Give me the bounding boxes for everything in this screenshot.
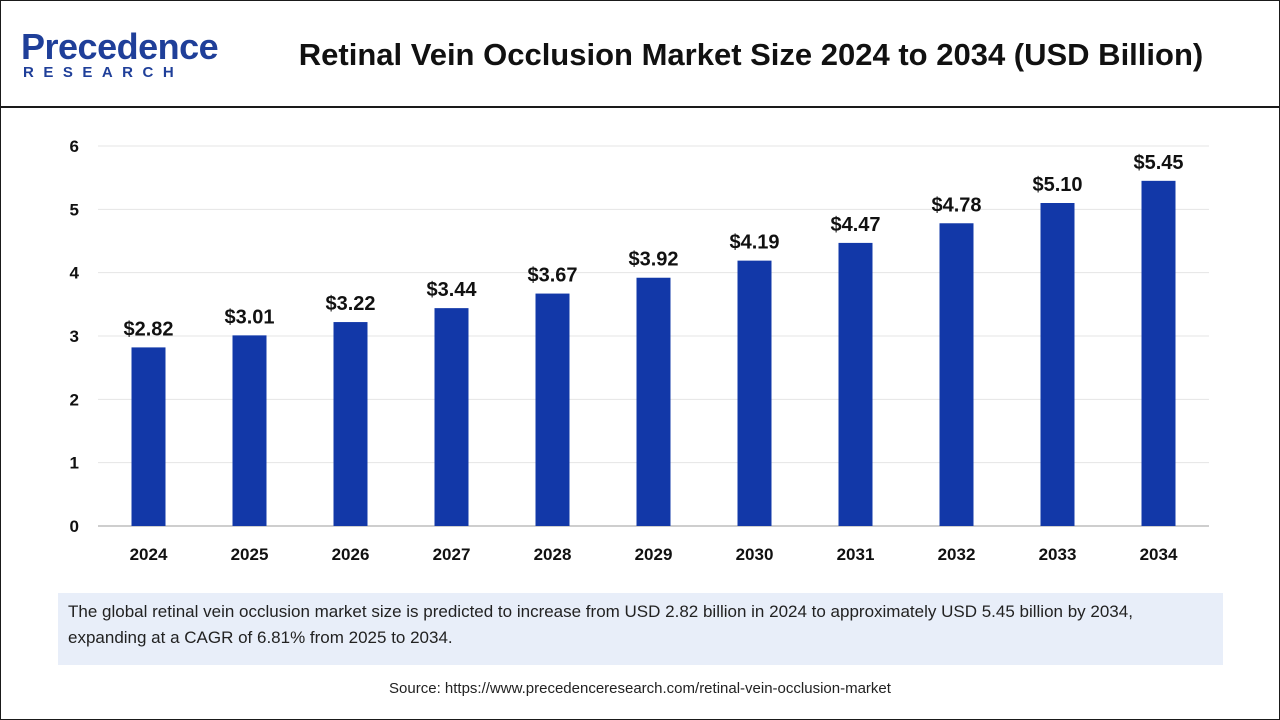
brand-logo: Precedence RESEARCH xyxy=(21,27,221,87)
source-note: Source: https://www.precedenceresearch.c… xyxy=(389,680,891,697)
bar xyxy=(333,322,368,526)
x-tick-label: 2025 xyxy=(231,545,269,564)
y-tick-label: 0 xyxy=(70,517,79,536)
chart-area: 0 1 2 3 4 5 6 $2.82 2024 $3.01 2025 $3.22 2026 $3.44 2… xyxy=(1,111,1279,591)
bar xyxy=(535,293,570,526)
bar xyxy=(939,223,974,526)
bar xyxy=(636,277,671,526)
y-tick-label: 3 xyxy=(70,327,79,346)
x-tick-label: 2024 xyxy=(130,545,168,564)
data-label: $5.10 xyxy=(1032,174,1082,196)
bar xyxy=(838,242,873,526)
x-tick-label: 2032 xyxy=(938,545,976,564)
x-tick-label: 2028 xyxy=(534,545,572,564)
x-tick-label: 2034 xyxy=(1140,545,1178,564)
y-tick-label: 4 xyxy=(70,264,80,283)
bar-chart: 0 1 2 3 4 5 6 $2.82 2024 $3.01 2025 $3.22 2026 $3.44 2… xyxy=(70,137,1209,564)
chart-title: Retinal Vein Occlusion Market Size 2024 … xyxy=(298,37,1204,72)
bar xyxy=(1040,203,1075,526)
y-tick-label: 6 xyxy=(70,137,79,156)
data-label: $4.47 xyxy=(830,214,880,236)
bar xyxy=(131,347,166,526)
data-label: $5.45 xyxy=(1133,152,1183,174)
data-label: $3.22 xyxy=(325,293,375,315)
data-label: $4.78 xyxy=(931,194,981,216)
summary-text: The global retinal vein occlusion market… xyxy=(68,602,1133,647)
bar xyxy=(1141,180,1176,526)
header: Precedence RESEARCH Retinal Vein Occlusi… xyxy=(1,1,1279,108)
x-tick-label: 2027 xyxy=(433,545,471,564)
logo-wordmark: Precedence xyxy=(21,26,219,67)
x-tick-label: 2031 xyxy=(837,545,875,564)
x-tick-label: 2026 xyxy=(332,545,370,564)
data-label: $3.01 xyxy=(224,306,274,328)
data-label: $3.67 xyxy=(527,265,577,287)
x-tick-label: 2029 xyxy=(635,545,673,564)
bar xyxy=(737,260,772,526)
logo-subtitle: RESEARCH xyxy=(23,64,184,81)
x-tick-label: 2030 xyxy=(736,545,774,564)
x-tick-label: 2033 xyxy=(1039,545,1077,564)
summary-box: The global retinal vein occlusion market… xyxy=(58,593,1223,665)
bar xyxy=(232,335,267,526)
data-label: $2.82 xyxy=(123,318,173,340)
data-label: $3.44 xyxy=(426,279,477,301)
data-label: $4.19 xyxy=(729,232,779,254)
y-tick-label: 1 xyxy=(70,454,79,473)
y-tick-label: 2 xyxy=(70,390,79,409)
bar xyxy=(434,308,469,526)
data-label: $3.92 xyxy=(628,249,678,271)
y-tick-label: 5 xyxy=(70,200,79,219)
